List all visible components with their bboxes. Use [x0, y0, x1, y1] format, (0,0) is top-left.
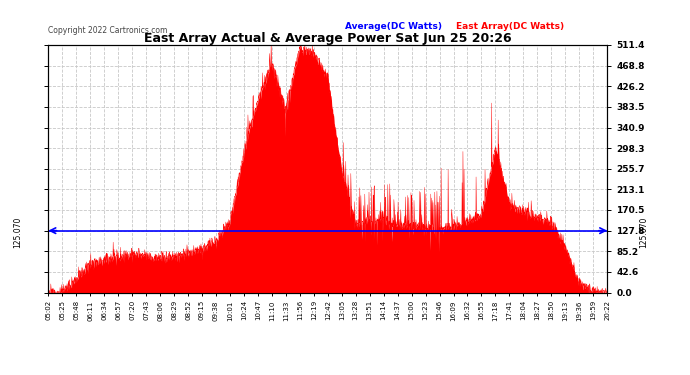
Text: 125.070: 125.070	[639, 216, 648, 248]
Text: East Array(DC Watts): East Array(DC Watts)	[456, 22, 564, 32]
Text: Copyright 2022 Cartronics.com: Copyright 2022 Cartronics.com	[48, 26, 168, 35]
Text: 125.070: 125.070	[13, 216, 22, 248]
Text: Average(DC Watts): Average(DC Watts)	[344, 22, 442, 32]
Title: East Array Actual & Average Power Sat Jun 25 20:26: East Array Actual & Average Power Sat Ju…	[144, 32, 511, 45]
